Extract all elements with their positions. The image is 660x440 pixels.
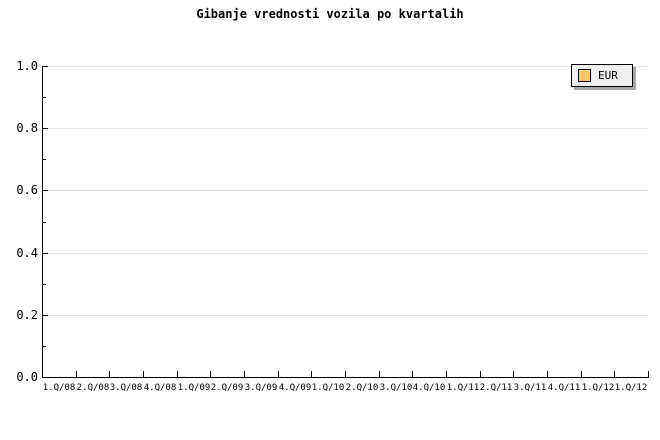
x-axis-tick-label: 2.Q/08 bbox=[76, 383, 110, 393]
x-axis-tick bbox=[513, 371, 514, 377]
x-axis-tick-label: 3.Q/11 bbox=[513, 383, 547, 393]
y-axis-minor-tick bbox=[43, 97, 46, 98]
x-axis-tick bbox=[109, 371, 110, 377]
x-axis-tick bbox=[278, 371, 279, 377]
y-axis-tick-label: 0.4 bbox=[16, 246, 38, 260]
legend-box: EUR bbox=[571, 64, 633, 87]
x-axis-tick-label: 3.Q/10 bbox=[379, 383, 413, 393]
y-axis-tick-label: 0.0 bbox=[16, 370, 38, 384]
y-gridline bbox=[43, 315, 648, 316]
x-axis-tick bbox=[143, 371, 144, 377]
x-axis-tick-label: 2.Q/10 bbox=[345, 383, 379, 393]
y-axis-minor-tick bbox=[43, 222, 46, 223]
x-axis-tick-label: 1.Q/10 bbox=[311, 383, 345, 393]
y-axis-tick-label: 0.2 bbox=[16, 308, 38, 322]
x-axis-tick bbox=[76, 371, 77, 377]
x-axis-tick-label: 1.Q/12 bbox=[614, 383, 648, 393]
legend-swatch-eur bbox=[578, 69, 591, 82]
x-axis-line bbox=[42, 377, 649, 378]
y-axis-minor-tick bbox=[43, 284, 46, 285]
x-axis-tick bbox=[648, 371, 649, 377]
x-axis-tick bbox=[345, 371, 346, 377]
x-axis-tick-label: 1.Q/08 bbox=[42, 383, 76, 393]
x-axis-tick bbox=[311, 371, 312, 377]
x-axis-tick bbox=[379, 371, 380, 377]
y-axis-major-tick bbox=[43, 128, 48, 129]
x-axis-tick bbox=[244, 371, 245, 377]
y-axis-major-tick bbox=[43, 66, 48, 67]
x-axis-tick-label: 1.Q/09 bbox=[177, 383, 211, 393]
y-gridline bbox=[43, 66, 648, 67]
y-axis-major-tick bbox=[43, 377, 48, 378]
y-gridline bbox=[43, 128, 648, 129]
y-axis-tick-label: 0.8 bbox=[16, 121, 38, 135]
y-axis-line bbox=[42, 66, 43, 378]
y-axis-tick-label: 0.6 bbox=[16, 183, 38, 197]
x-axis-tick-label: 4.Q/10 bbox=[412, 383, 446, 393]
y-axis-minor-tick bbox=[43, 159, 46, 160]
x-axis-tick-label: 3.Q/09 bbox=[244, 383, 278, 393]
x-axis-tick bbox=[547, 371, 548, 377]
y-axis-major-tick bbox=[43, 190, 48, 191]
x-axis-tick bbox=[412, 371, 413, 377]
y-gridline bbox=[43, 253, 648, 254]
x-axis-tick-label: 3.Q/08 bbox=[109, 383, 143, 393]
legend-label-eur: EUR bbox=[598, 68, 618, 82]
x-axis-tick bbox=[210, 371, 211, 377]
x-axis-tick-label: 2.Q/09 bbox=[210, 383, 244, 393]
x-axis-tick bbox=[177, 371, 178, 377]
x-axis-tick bbox=[480, 371, 481, 377]
x-axis-tick-label: 4.Q/11 bbox=[547, 383, 581, 393]
x-axis-tick-label: 4.Q/09 bbox=[278, 383, 312, 393]
x-axis-tick-label: 1.Q/12 bbox=[581, 383, 615, 393]
y-axis-minor-tick bbox=[43, 346, 46, 347]
y-gridline bbox=[43, 190, 648, 191]
x-axis-tick-label: 1.Q/11 bbox=[446, 383, 480, 393]
x-axis-tick bbox=[614, 371, 615, 377]
chart-title: Gibanje vrednosti vozila po kvartalih bbox=[196, 7, 464, 21]
y-axis-tick-label: 1.0 bbox=[16, 59, 38, 73]
y-axis-major-tick bbox=[43, 315, 48, 316]
x-axis-tick bbox=[581, 371, 582, 377]
x-axis-tick-label: 4.Q/08 bbox=[143, 383, 177, 393]
y-axis-major-tick bbox=[43, 253, 48, 254]
x-axis-tick-label: 2.Q/11 bbox=[479, 383, 513, 393]
x-axis-tick bbox=[446, 371, 447, 377]
